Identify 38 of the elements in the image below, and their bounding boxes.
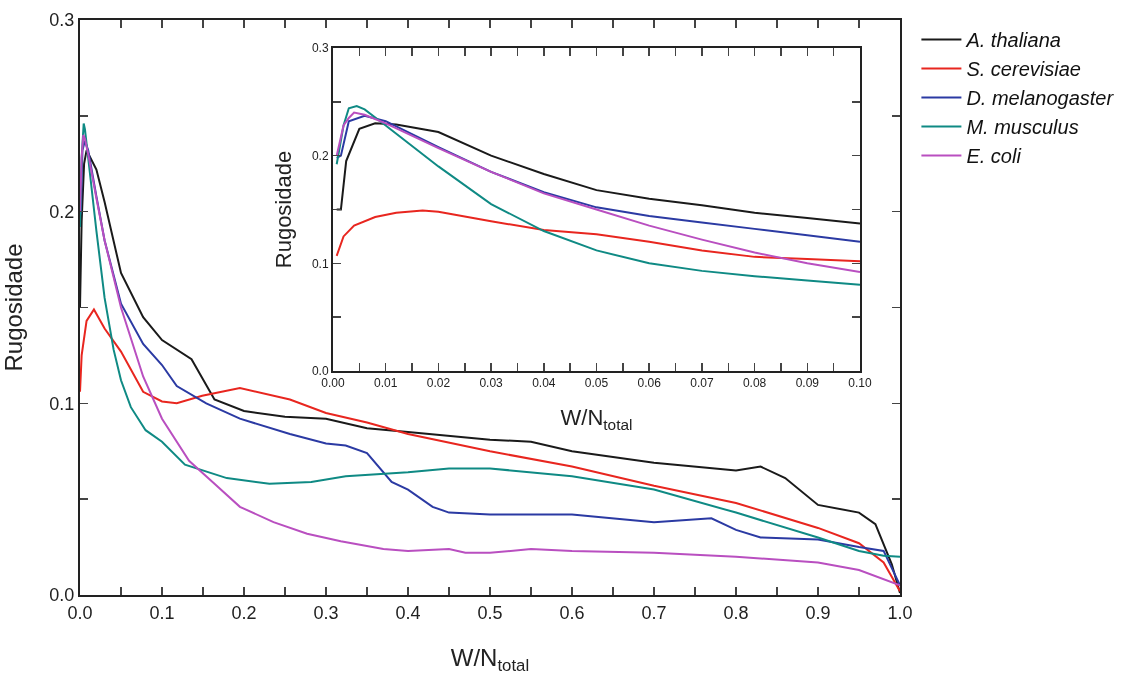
x-tick-label: 0.02 bbox=[426, 376, 451, 391]
x-tick-label: 0.05 bbox=[584, 376, 609, 391]
x-tick-label: 0.4 bbox=[395, 602, 421, 623]
legend-label: S. cerevisiae bbox=[966, 58, 1081, 81]
x-tick-label: 1.0 bbox=[887, 602, 913, 623]
x-tick-label: 0.00 bbox=[321, 376, 345, 391]
y-tick-label: 0.1 bbox=[311, 256, 329, 271]
x-tick-label: 0.10 bbox=[848, 376, 872, 391]
x-tick-label: 0.07 bbox=[690, 376, 714, 391]
x-tick-label: 0.1 bbox=[149, 602, 175, 623]
legend-label: A. thaliana bbox=[965, 29, 1061, 52]
y-tick-label: 0.2 bbox=[311, 148, 329, 163]
y-tick-label: 0.2 bbox=[49, 201, 75, 222]
x-tick-label: 0.9 bbox=[805, 602, 831, 623]
legend-label: E. coli bbox=[966, 145, 1022, 168]
line-series bbox=[80, 308, 900, 593]
line-series bbox=[335, 209, 860, 263]
x-tick-label: 0.03 bbox=[479, 376, 504, 391]
x-tick-label: 0.7 bbox=[641, 602, 667, 623]
x-tick-label: 0.09 bbox=[795, 376, 820, 391]
legend-label: M. musculus bbox=[966, 116, 1079, 139]
y-axis-title: Rugosidade bbox=[271, 150, 296, 269]
x-tick-label: 0.8 bbox=[723, 602, 749, 623]
y-axis-title: Rugosidade bbox=[0, 243, 27, 372]
y-tick-label: 0.3 bbox=[49, 10, 75, 31]
x-tick-label: 0.2 bbox=[231, 602, 257, 623]
x-tick-label: 0.06 bbox=[637, 376, 662, 391]
x-tick-label: 0.6 bbox=[559, 602, 585, 623]
x-tick-label: 0.08 bbox=[742, 376, 767, 391]
x-tick-label: 0.01 bbox=[374, 376, 398, 391]
x-tick-label: 0.5 bbox=[477, 602, 503, 623]
x-axis-title: W/N$_{total}$ bbox=[560, 405, 633, 433]
legend-label: D. melanogaster bbox=[966, 87, 1115, 110]
x-tick-label: 0.04 bbox=[532, 376, 556, 391]
y-tick-label: 0.1 bbox=[49, 393, 75, 414]
y-tick-label: 0.0 bbox=[311, 364, 329, 379]
y-tick-label: 0.3 bbox=[311, 41, 329, 56]
x-axis-title: W/N$_{total}$ bbox=[450, 643, 530, 675]
